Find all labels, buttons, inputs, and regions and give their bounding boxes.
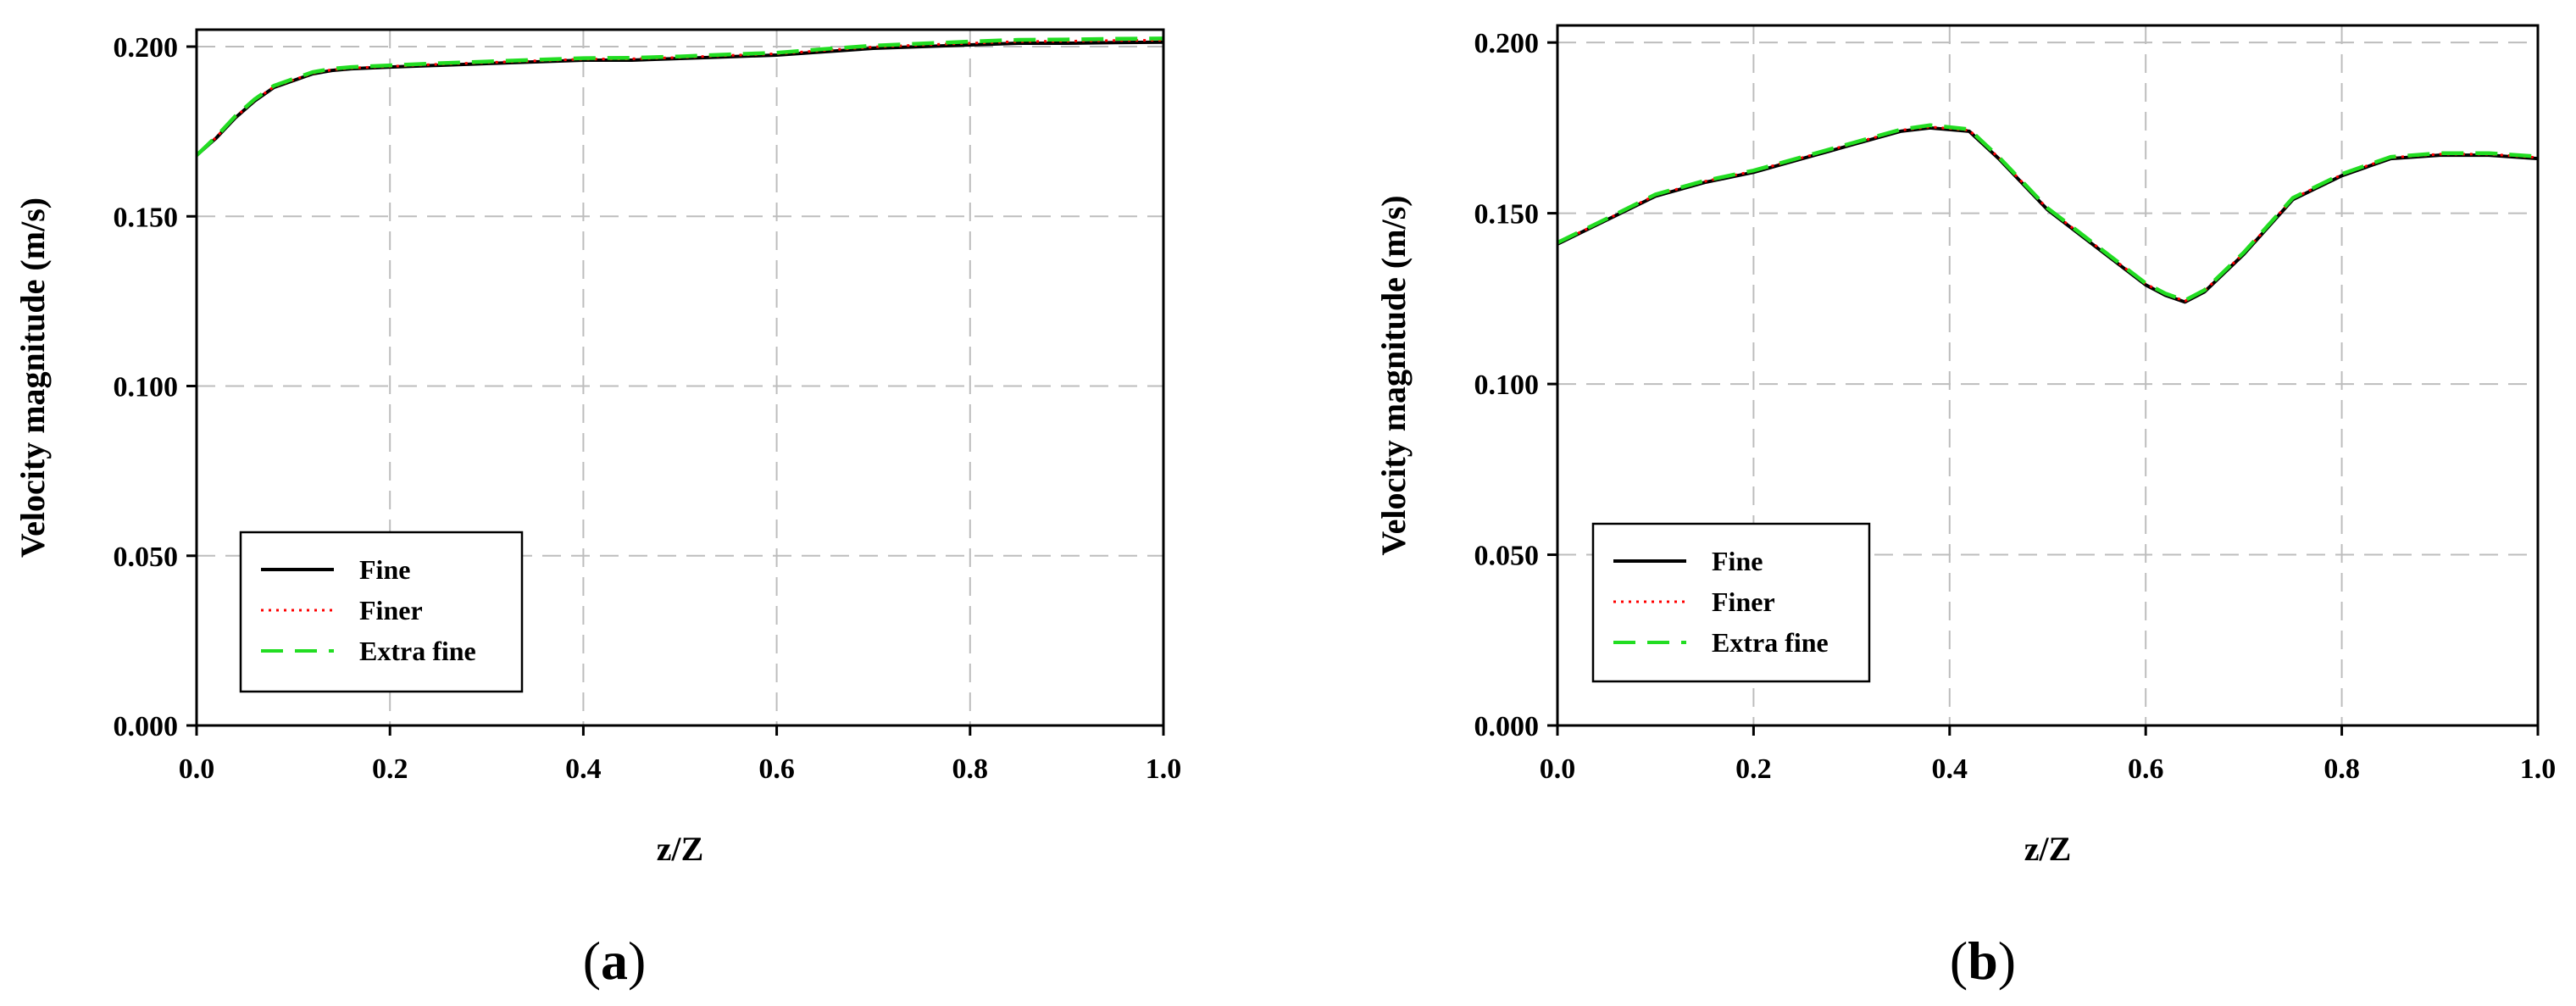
series-line-fine (1557, 125, 2539, 304)
legend-label: Fine (1712, 546, 1763, 576)
x-tick-label: 0.8 (952, 753, 989, 785)
panel-caption: (a) (583, 931, 647, 991)
y-tick-label: 0.050 (114, 542, 179, 573)
y-tick-label: 0.050 (1474, 541, 1540, 572)
caption-paren: ( (583, 931, 601, 991)
x-tick-label: 0.0 (179, 753, 215, 785)
series-line-extra-fine (1557, 123, 2539, 303)
y-axis-title: Velocity magnitude (m/s) (1374, 195, 1413, 555)
series-line-extra-fine (195, 36, 1164, 157)
x-tick-label: 0.4 (565, 753, 602, 785)
caption-paren: ) (628, 931, 646, 991)
caption-paren: ( (1950, 931, 1968, 991)
x-tick-label: 0.8 (2323, 753, 2360, 785)
y-tick-label: 0.200 (114, 32, 179, 64)
x-tick-label: 0.6 (2128, 753, 2164, 785)
x-axis-title: z/Z (657, 830, 704, 868)
x-tick-label: 0.2 (1735, 753, 1772, 785)
plot-frame (195, 28, 1165, 727)
y-tick-label: 0.150 (114, 202, 179, 233)
legend-label: Finer (359, 595, 423, 625)
panel-caption: (b) (1950, 931, 2016, 991)
y-tick-label: 0.200 (1474, 28, 1540, 59)
legend-box (1591, 522, 1871, 683)
x-tick-label: 1.0 (2520, 753, 2557, 785)
x-tick-label: 1.0 (1146, 753, 1182, 785)
chart-b: 0.0 0.2 0.4 0.6 0.8 1.0 0.000 0.050 0.100 0.150 0.… (1374, 24, 2557, 991)
legend: Fine Finer Extra fine (1591, 522, 1871, 683)
legend-label: Fine (359, 554, 410, 585)
legend-label: Finer (1712, 586, 1775, 617)
y-tick-label: 0.100 (1474, 370, 1540, 401)
y-tick-label: 0.000 (1474, 711, 1540, 742)
x-tick-label: 0.0 (1540, 753, 1576, 785)
y-tick-label: 0.000 (114, 711, 179, 742)
x-tick-label: 0.4 (1932, 753, 1968, 785)
y-tick-label: 0.100 (114, 372, 179, 403)
caption-letter: b (1968, 931, 1998, 991)
legend: Fine Finer Extra fine (239, 531, 524, 693)
legend-label: Extra fine (359, 636, 476, 666)
chart-a: 0.0 0.2 0.4 0.6 0.8 1.0 0.000 0.050 0.100 0.150 0.… (14, 28, 1182, 991)
y-tick-label: 0.150 (1474, 199, 1540, 231)
series-line-fine (195, 40, 1164, 157)
series-line-finer (1557, 125, 2539, 303)
caption-paren: ) (1998, 931, 2016, 991)
y-axis-title: Velocity magnitude (m/s) (14, 197, 52, 558)
x-tick-label: 0.2 (372, 753, 408, 785)
legend-box (239, 531, 524, 693)
caption-letter: a (601, 931, 628, 991)
x-tick-label: 0.6 (758, 753, 795, 785)
legend-label: Extra fine (1712, 627, 1829, 658)
plot-frame (1556, 24, 2540, 727)
x-axis-title: z/Z (2024, 830, 2072, 868)
